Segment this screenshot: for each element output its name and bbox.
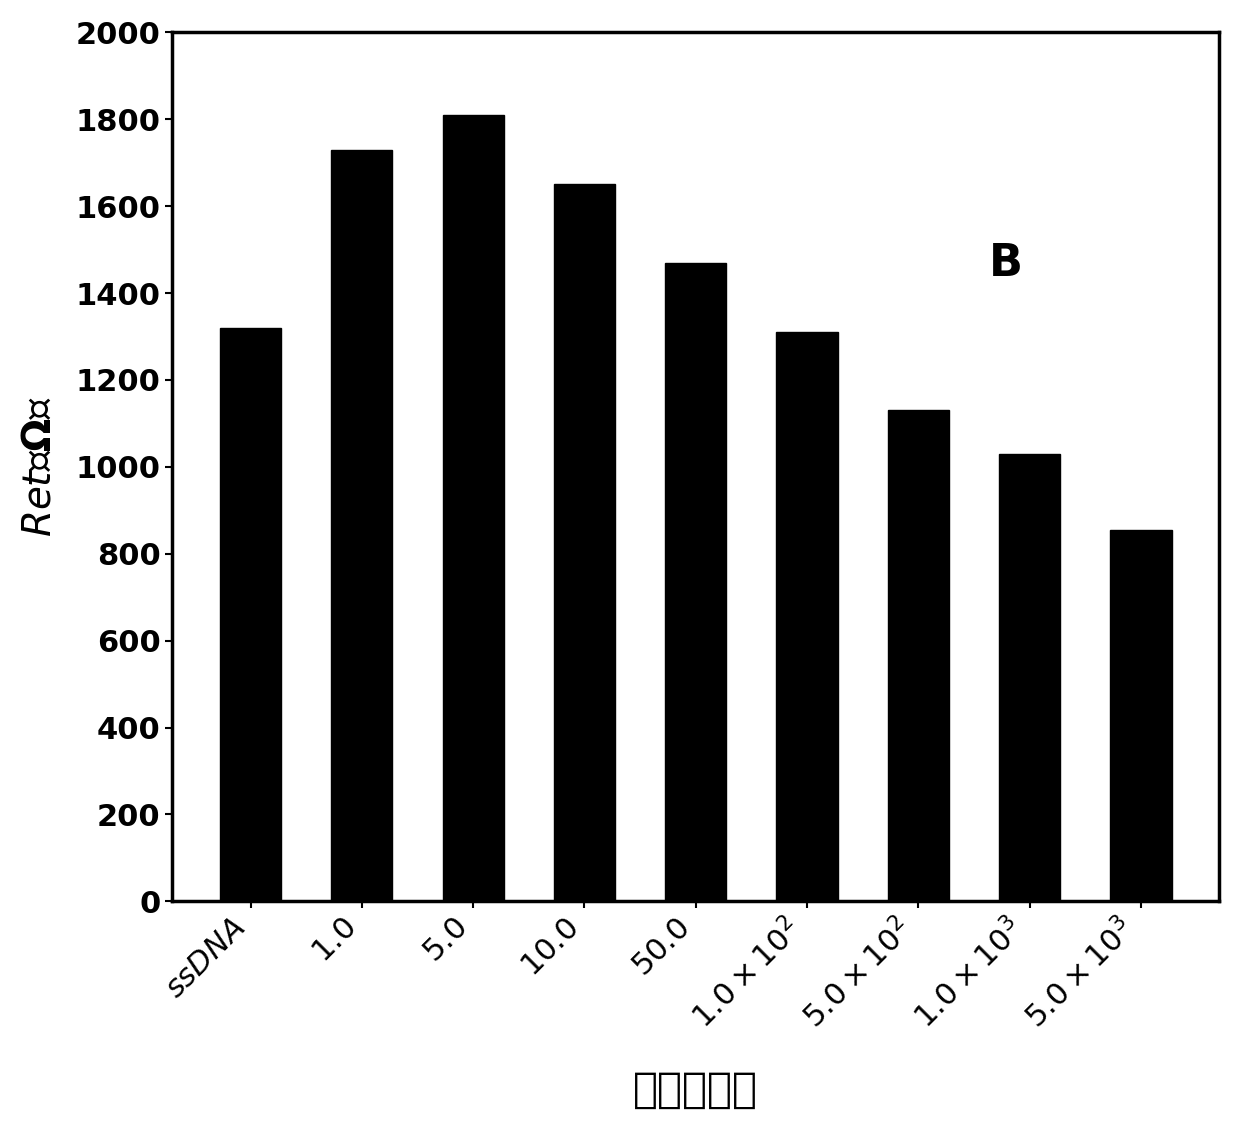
Bar [999, 454, 1060, 901]
Y-axis label: $\mathit{Ret}$（Ω）: $\mathit{Ret}$（Ω） [21, 396, 58, 538]
Bar [554, 185, 615, 901]
X-axis label: 四环素浓度: 四环素浓度 [634, 1069, 758, 1112]
Bar [219, 328, 281, 901]
Bar [888, 411, 949, 901]
Bar [776, 332, 838, 901]
Bar [665, 263, 727, 901]
Bar [331, 149, 392, 901]
Bar [1110, 530, 1172, 901]
Bar [443, 114, 503, 901]
Text: B: B [988, 241, 1023, 284]
